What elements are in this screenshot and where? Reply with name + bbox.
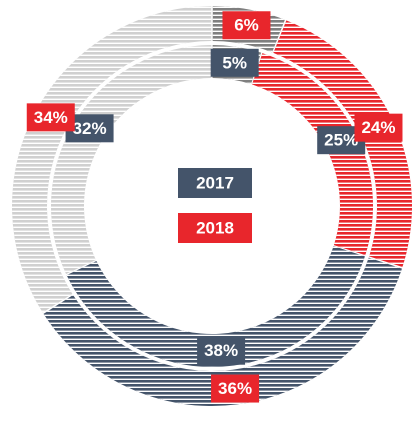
segment [273, 20, 412, 268]
segment-stripes [11, 6, 212, 313]
value-label-box [222, 11, 271, 40]
legend-box [178, 168, 252, 198]
legend-box [178, 213, 252, 243]
segment [50, 45, 212, 274]
value-label-box [211, 374, 260, 403]
segment [11, 6, 212, 313]
value-label-box [354, 113, 403, 142]
value-label: 25% [324, 131, 358, 150]
value-label: 36% [218, 379, 252, 398]
value-label: 5% [222, 53, 247, 72]
segment-stripes [66, 246, 365, 367]
legend-label: 2017 [196, 173, 234, 192]
value-label-box [26, 103, 75, 132]
value-label-box [197, 336, 246, 365]
legend-label: 2018 [196, 218, 234, 237]
value-label-box [210, 48, 259, 77]
value-label: 38% [204, 341, 238, 360]
value-label: 34% [34, 108, 68, 127]
segment-stripes [273, 20, 412, 268]
segment-stripes [252, 53, 374, 256]
segment [252, 53, 374, 256]
value-label: 24% [361, 118, 395, 137]
segment-stripes [43, 257, 402, 406]
segment [43, 257, 402, 406]
value-label: 32% [73, 119, 107, 138]
value-label: 6% [234, 16, 259, 35]
segment [66, 246, 365, 367]
segment-stripes [50, 45, 212, 274]
